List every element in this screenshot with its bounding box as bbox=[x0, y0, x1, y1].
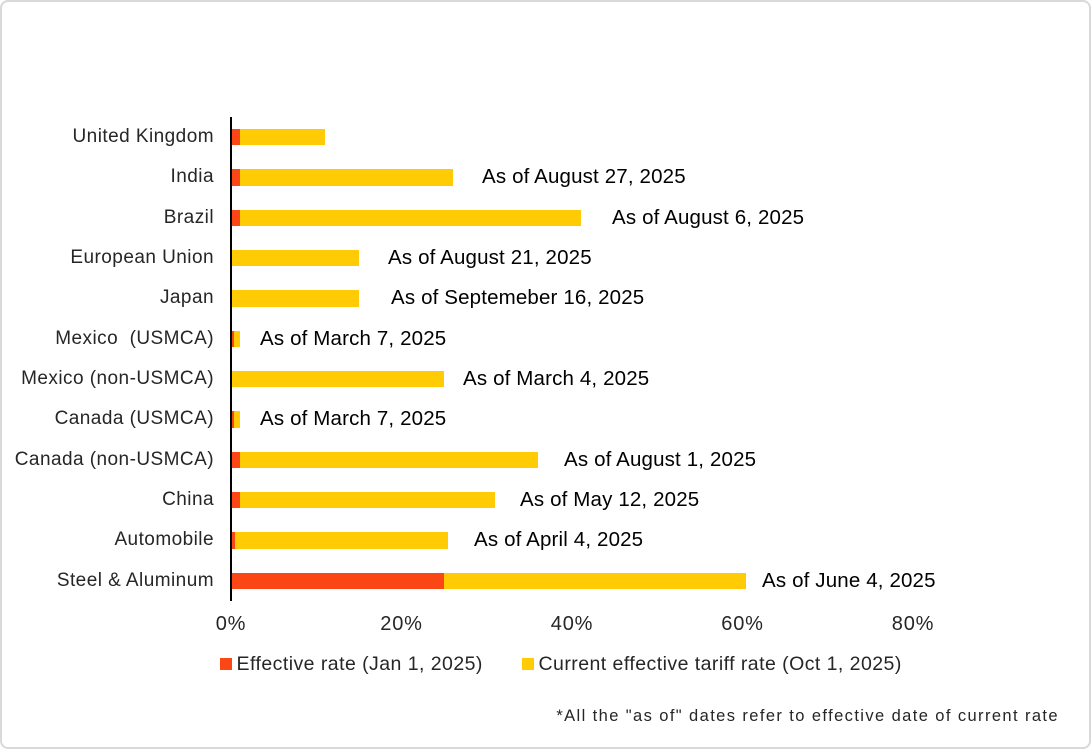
legend-item-current-rate: Current effective tariff rate (Oct 1, 20… bbox=[522, 652, 902, 676]
bar-automobile-effective-rate bbox=[231, 532, 236, 549]
annotation-canada-non-usmca: As of August 1, 2025 bbox=[564, 447, 757, 471]
annotation-mexico-usmca: As of March 7, 2025 bbox=[260, 326, 447, 350]
x-tick-60: 60% bbox=[721, 613, 764, 635]
category-label-canada-usmca: Canada (USMCA) bbox=[54, 408, 214, 430]
bar-united-kingdom-current-rate bbox=[239, 128, 325, 146]
legend-swatch-yellow bbox=[522, 658, 534, 670]
annotation-india: As of August 27, 2025 bbox=[482, 165, 686, 189]
bar-automobile-current-rate bbox=[235, 532, 449, 549]
bar-mexico-non-usmca-current-rate bbox=[231, 370, 445, 388]
category-label-united-kingdom: United Kingdom bbox=[72, 126, 214, 148]
annotation-china: As of May 12, 2025 bbox=[520, 488, 700, 512]
bar-steel-aluminum-effective-rate bbox=[231, 572, 445, 590]
bar-mexico-usmca-current-rate bbox=[233, 330, 240, 348]
annotation-mexico-non-usmca: As of March 4, 2025 bbox=[463, 367, 650, 391]
legend-label-current-rate: Current effective tariff rate (Oct 1, 20… bbox=[538, 652, 902, 675]
category-label-canada-non-usmca: Canada (non-USMCA) bbox=[14, 448, 214, 470]
chart-footnote: *All the "as of" dates refer to effectiv… bbox=[556, 707, 1059, 725]
category-label-mexico-usmca: Mexico (USMCA) bbox=[55, 327, 214, 349]
category-label-china: China bbox=[162, 489, 214, 511]
bar-canada-usmca-current-rate bbox=[233, 411, 240, 428]
bar-brazil-current-rate bbox=[239, 209, 581, 227]
x-tick-80: 80% bbox=[891, 613, 935, 635]
annotation-brazil: As of August 6, 2025 bbox=[612, 205, 805, 229]
bar-india-effective-rate bbox=[231, 169, 240, 186]
bar-canada-non-usmca-current-rate bbox=[239, 451, 538, 469]
category-label-steel-aluminum: Steel & Aluminum bbox=[56, 569, 214, 591]
category-label-india: India bbox=[170, 166, 214, 188]
x-tick-0: 0% bbox=[215, 613, 247, 635]
x-tick-40: 40% bbox=[550, 613, 594, 635]
bar-european-union-current-rate bbox=[231, 249, 359, 267]
bar-steel-aluminum-current-rate bbox=[444, 572, 746, 590]
bar-japan-current-rate bbox=[231, 290, 359, 307]
bar-mexico-usmca-effective-rate bbox=[231, 330, 234, 348]
bar-canada-non-usmca-effective-rate bbox=[231, 451, 240, 469]
category-label-european-union: European Union bbox=[70, 247, 214, 269]
category-label-japan: Japan bbox=[159, 287, 214, 309]
x-tick-20: 20% bbox=[380, 613, 423, 635]
category-label-automobile: Automobile bbox=[114, 529, 214, 551]
legend-swatch-red bbox=[220, 658, 232, 670]
y-axis-line bbox=[230, 117, 232, 601]
bar-united-kingdom-effective-rate bbox=[231, 128, 240, 146]
annotation-canada-usmca: As of March 7, 2025 bbox=[260, 407, 447, 431]
legend-label-effective-rate: Effective rate (Jan 1, 2025) bbox=[236, 652, 483, 675]
bar-brazil-effective-rate bbox=[231, 209, 240, 227]
annotation-european-union: As of August 21, 2025 bbox=[388, 246, 592, 270]
legend-item-effective-rate: Effective rate (Jan 1, 2025) bbox=[220, 652, 483, 676]
category-label-brazil: Brazil bbox=[163, 206, 214, 228]
annotation-japan: As of Septemeber 16, 2025 bbox=[391, 286, 645, 310]
category-label-mexico-non-usmca: Mexico (non-USMCA) bbox=[21, 368, 214, 390]
bar-china-current-rate bbox=[239, 491, 496, 509]
bar-india-current-rate bbox=[239, 169, 453, 186]
annotation-automobile: As of April 4, 2025 bbox=[474, 528, 644, 552]
bar-canada-usmca-effective-rate bbox=[231, 411, 234, 428]
annotation-steel-aluminum: As of June 4, 2025 bbox=[762, 568, 936, 592]
bar-china-effective-rate bbox=[231, 491, 240, 509]
